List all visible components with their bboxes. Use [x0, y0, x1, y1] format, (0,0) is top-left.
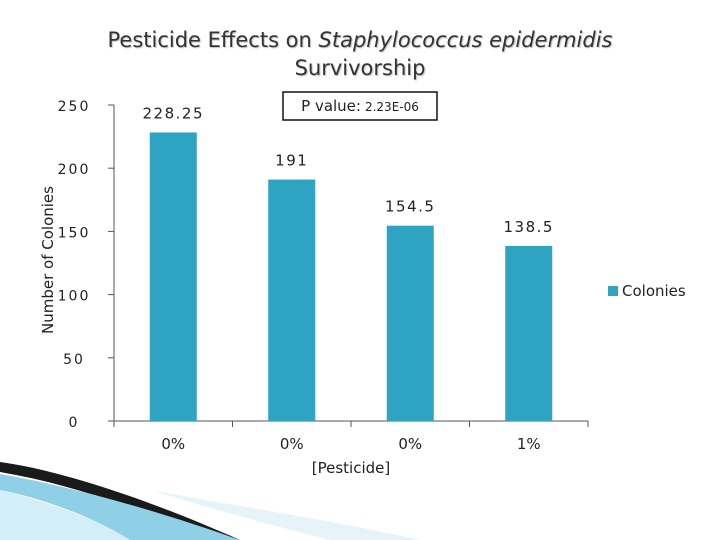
- data-label: 154.5: [385, 198, 435, 216]
- bar: [505, 245, 553, 421]
- bar: [149, 132, 197, 421]
- chart-title-species: Staphylococcus epidermidis: [318, 28, 613, 52]
- y-axis-label: Number of Colonies: [39, 186, 57, 334]
- x-tick-label: 1%: [517, 435, 541, 453]
- bar: [268, 179, 316, 421]
- x-tick-label: 0%: [398, 435, 422, 453]
- data-label: 228.25: [143, 104, 205, 122]
- data-label: 191: [275, 152, 308, 170]
- bar: [386, 225, 434, 421]
- y-tick-label: 150: [58, 225, 91, 241]
- decorative-swoosh: [0, 462, 420, 540]
- chart-title-prefix: Pesticide Effects on: [107, 28, 319, 52]
- x-axis-label: [Pesticide]: [312, 459, 390, 477]
- legend-label: Colonies: [622, 282, 686, 300]
- p-value-label: P value:: [301, 97, 361, 115]
- y-tick-label: 100: [58, 289, 91, 305]
- legend-swatch: [608, 286, 618, 296]
- x-tick-label: 0%: [161, 435, 185, 453]
- legend: Colonies: [608, 282, 686, 300]
- chart-title-line-2: Survivorship: [294, 56, 426, 80]
- p-value-annotation: P value: 2.23E-06: [282, 91, 438, 121]
- chart-title-line-1: Pesticide Effects on Staphylococcus epid…: [0, 28, 720, 52]
- y-tick-label: 0: [69, 415, 80, 431]
- p-value-value: 2.23E-06: [365, 100, 419, 114]
- y-tick-label: 50: [63, 352, 85, 368]
- y-tick-label: 250: [58, 99, 91, 115]
- plot-area: 0 50 100 150 200 250 0% 228.25 0% 191 0% 154.5 1% 138…: [58, 99, 589, 453]
- p-value-box: [282, 91, 438, 121]
- data-label: 138.5: [504, 218, 554, 236]
- x-tick-label: 0%: [280, 435, 304, 453]
- y-tick-label: 200: [58, 162, 91, 178]
- p-value-text: P value: 2.23E-06: [301, 97, 419, 115]
